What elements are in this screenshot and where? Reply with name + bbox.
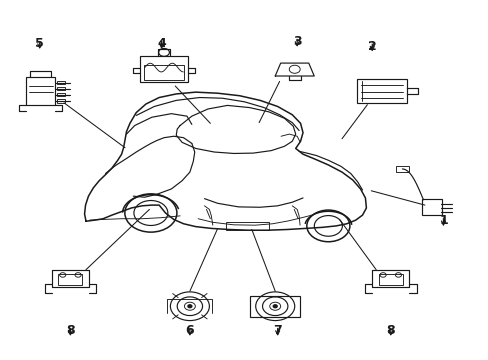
Text: 2: 2	[367, 40, 376, 53]
Text: 1: 1	[438, 214, 447, 227]
Text: 6: 6	[185, 324, 194, 337]
Text: 4: 4	[157, 37, 165, 50]
Circle shape	[273, 305, 277, 308]
Circle shape	[187, 305, 191, 308]
Text: 8: 8	[66, 324, 75, 337]
Text: 8: 8	[386, 324, 394, 337]
Text: 3: 3	[292, 35, 301, 48]
Text: 7: 7	[273, 324, 282, 337]
Text: 5: 5	[35, 37, 44, 50]
